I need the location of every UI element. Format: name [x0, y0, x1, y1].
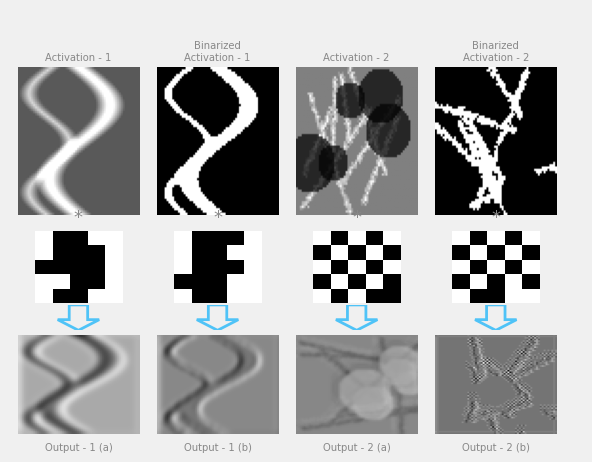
- Text: *: *: [74, 209, 83, 227]
- Text: Binarized
Activation - 2: Binarized Activation - 2: [462, 41, 529, 63]
- Text: Output - 1 (b): Output - 1 (b): [184, 443, 252, 453]
- Text: *: *: [352, 209, 361, 227]
- Text: Binarized
Activation - 1: Binarized Activation - 1: [184, 41, 251, 63]
- Text: Activation - 1: Activation - 1: [45, 53, 112, 63]
- Text: Output - 2 (b): Output - 2 (b): [462, 443, 530, 453]
- Text: *: *: [213, 209, 222, 227]
- Text: Activation - 2: Activation - 2: [323, 53, 390, 63]
- Text: Output - 1 (a): Output - 1 (a): [44, 443, 112, 453]
- Text: Output - 2 (a): Output - 2 (a): [323, 443, 391, 453]
- Text: *: *: [491, 209, 500, 227]
